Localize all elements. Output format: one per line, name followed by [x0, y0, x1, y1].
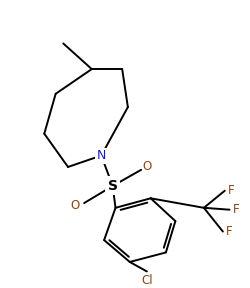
Text: F: F	[227, 184, 233, 197]
Text: N: N	[96, 149, 106, 162]
Text: Cl: Cl	[140, 274, 152, 287]
Text: S: S	[107, 179, 117, 193]
Text: F: F	[225, 225, 232, 238]
Text: O: O	[142, 160, 151, 173]
Text: O: O	[70, 199, 79, 213]
Text: F: F	[232, 203, 238, 216]
